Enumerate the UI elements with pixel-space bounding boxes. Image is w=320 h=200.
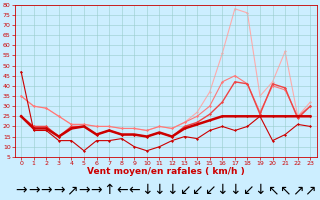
X-axis label: Vent moyen/en rafales ( km/h ): Vent moyen/en rafales ( km/h ) bbox=[87, 167, 244, 176]
